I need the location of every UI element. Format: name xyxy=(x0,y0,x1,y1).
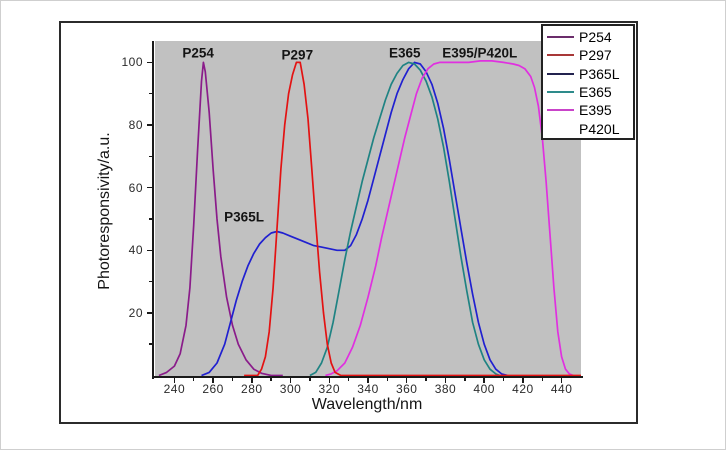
x-major-tick xyxy=(444,378,447,383)
x-tick-label: 260 xyxy=(202,382,224,396)
x-minor-tick xyxy=(347,378,350,381)
curve-P254 xyxy=(158,61,283,376)
x-axis-title: Wavelength/nm xyxy=(311,396,423,413)
x-major-tick xyxy=(173,378,176,383)
y-minor-tick xyxy=(149,343,152,345)
y-tick-label: 20 xyxy=(128,305,143,320)
y-tick-label: 40 xyxy=(128,243,143,258)
y-minor-tick xyxy=(149,218,152,220)
legend-label: P420L xyxy=(579,120,620,137)
y-axis-title: Photoresponsivity/a.u. xyxy=(96,132,113,290)
x-major-tick xyxy=(289,378,292,383)
y-tick-label: 60 xyxy=(128,180,143,195)
x-tick-label: 280 xyxy=(241,382,263,396)
x-minor-tick xyxy=(270,378,272,381)
spectra-curves xyxy=(158,60,581,376)
x-tick-label: 380 xyxy=(434,382,457,396)
legend-label: P365L xyxy=(579,65,620,82)
y-minor-tick xyxy=(149,280,152,283)
y-tick-label: 100 xyxy=(121,55,143,70)
x-tick-label: 340 xyxy=(357,382,379,396)
y-major-tick xyxy=(147,249,152,252)
x-minor-tick xyxy=(309,378,311,381)
annotation-E395-P420L: E395/P420L xyxy=(442,45,518,61)
x-major-tick xyxy=(522,378,524,383)
x-minor-tick xyxy=(541,378,544,381)
x-tick-label: 240 xyxy=(163,382,186,396)
legend-label: E365 xyxy=(579,84,612,101)
curve-E365 xyxy=(309,61,501,376)
legend-line-swatch xyxy=(547,91,574,94)
x-tick-label: 420 xyxy=(512,382,534,396)
legend-entry-E365: E365 xyxy=(547,83,633,101)
legend-line-swatch xyxy=(547,36,574,39)
x-major-tick xyxy=(405,378,408,383)
legend-entry-P365L: P365L xyxy=(547,65,633,83)
legend-entry-P254: P254 xyxy=(547,28,633,46)
curve-P365L xyxy=(201,61,508,376)
x-major-tick xyxy=(328,378,331,383)
legend-box: P254 P297 P365L E365 E395 P420L xyxy=(541,24,635,140)
legend-entry-P420L: P420L xyxy=(547,119,633,137)
x-minor-tick xyxy=(231,378,234,381)
annotation-P254: P254 xyxy=(182,45,214,61)
y-axis-line xyxy=(152,41,154,379)
x-minor-tick xyxy=(464,378,466,381)
x-major-tick xyxy=(483,378,485,383)
legend-entry-E395: E395 xyxy=(547,101,633,119)
x-tick-label: 360 xyxy=(395,382,418,396)
x-tick-label: 320 xyxy=(318,382,341,396)
y-tick-label: 80 xyxy=(128,118,143,133)
plot-area xyxy=(155,41,581,376)
annotation-P365L: P365L xyxy=(224,209,264,225)
curve-P297 xyxy=(244,61,581,376)
y-major-tick xyxy=(147,312,152,314)
x-minor-tick xyxy=(386,378,389,381)
y-major-tick xyxy=(147,61,152,64)
legend-label: E395 xyxy=(579,102,612,119)
y-major-tick xyxy=(147,186,152,189)
curve-E395 xyxy=(325,60,574,376)
y-major-tick xyxy=(147,124,152,126)
x-major-tick xyxy=(367,378,369,383)
legend-line-swatch xyxy=(547,72,574,75)
x-major-tick xyxy=(560,378,563,383)
x-minor-tick xyxy=(502,378,505,381)
y-minor-tick xyxy=(149,155,152,158)
x-tick-label: 300 xyxy=(279,382,302,396)
x-axis-line xyxy=(152,376,583,378)
annotation-E365: E365 xyxy=(389,45,421,61)
annotation-P297: P297 xyxy=(281,47,314,63)
x-major-tick xyxy=(251,378,253,383)
legend-label: P297 xyxy=(579,47,612,64)
x-major-tick xyxy=(212,378,214,383)
legend-label: P254 xyxy=(579,29,612,46)
legend-line-swatch xyxy=(547,54,574,57)
legend-swatch-empty xyxy=(547,128,574,130)
legend-line-swatch xyxy=(547,109,574,112)
x-minor-tick xyxy=(425,378,427,381)
y-minor-tick xyxy=(149,92,152,95)
legend-entry-P297: P297 xyxy=(547,46,633,64)
x-tick-label: 400 xyxy=(473,382,495,396)
x-minor-tick xyxy=(192,378,195,381)
x-tick-label: 440 xyxy=(550,382,573,396)
